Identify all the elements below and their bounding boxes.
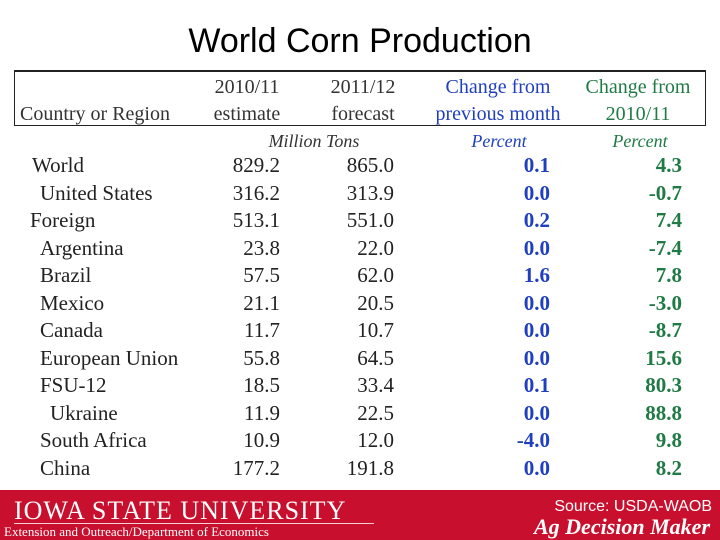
row-name: China	[40, 455, 91, 480]
table-row: Argentina 23.8 22.0 0.0 -7.4	[14, 235, 706, 263]
table-row: Foreign 513.1 551.0 0.2 7.4	[14, 207, 706, 235]
footer-bar: IOWA STATE UNIVERSITY Extension and Outr…	[0, 490, 720, 540]
row-2010: 21.1	[243, 290, 280, 315]
row-name: Canada	[40, 318, 103, 342]
row-2011: 313.9	[346, 180, 394, 205]
units-percent-month: Percent	[471, 131, 527, 151]
row-2010: 10.9	[243, 428, 280, 452]
table-row: Ukraine 11.9 22.5 0.0 88.8	[14, 400, 706, 428]
row-year-change: -0.7	[648, 180, 682, 205]
department-text: Extension and Outreach/Department of Eco…	[4, 524, 269, 539]
table-row: World 829.2 865.0 0.1 4.3	[14, 152, 706, 180]
row-2011: 20.5	[357, 290, 394, 315]
row-2010: 513.1	[232, 208, 280, 232]
header-2011-line1: 2011/12	[330, 76, 396, 98]
row-2010: 23.8	[243, 235, 280, 260]
row-2011: 551.0	[346, 208, 394, 232]
logo-divider	[14, 523, 374, 524]
header-year-change-line1: Change from	[585, 76, 691, 98]
header-2010-line2: estimate	[213, 103, 281, 125]
header-2011-line2: forecast	[331, 103, 395, 125]
units-million-tons: Million Tons	[268, 131, 360, 151]
row-name: European Union	[40, 345, 179, 370]
row-name: FSU-12	[40, 373, 107, 397]
table-row: European Union 55.8 64.5 0.0 15.6	[14, 345, 706, 373]
table-row: FSU-12 18.5 33.4 0.1 80.3	[14, 372, 706, 400]
row-2011: 12.0	[357, 428, 394, 452]
university-logo: IOWA STATE UNIVERSITY	[14, 496, 347, 525]
row-month-change: 0.1	[523, 153, 550, 177]
row-2011: 22.5	[357, 400, 394, 425]
row-2010: 55.8	[243, 345, 280, 370]
row-month-change: 0.0	[523, 400, 550, 425]
row-month-change: 0.0	[523, 290, 550, 315]
brand-logo: Ag Decision Maker	[534, 514, 710, 539]
table-row: Mexico 21.1 20.5 0.0 -3.0	[14, 290, 706, 318]
row-year-change: -3.0	[648, 290, 682, 315]
row-2010: 829.2	[232, 153, 280, 177]
table-row: Canada 11.7 10.7 0.0 -8.7	[14, 317, 706, 345]
row-2011: 62.0	[357, 263, 394, 287]
row-year-change: 15.6	[645, 345, 682, 370]
table-row: China 177.2 191.8 0.0 8.2	[14, 455, 706, 483]
table-right-edge	[705, 70, 706, 126]
row-name: Brazil	[40, 263, 92, 287]
row-year-change: 7.8	[655, 263, 682, 287]
row-year-change: -7.4	[648, 235, 682, 260]
table-row: South Africa 10.9 12.0 -4.0 9.8	[14, 427, 706, 455]
row-2011: 33.4	[357, 373, 394, 397]
row-month-change: -4.0	[516, 428, 550, 452]
row-year-change: -8.7	[648, 318, 682, 342]
row-2011: 10.7	[357, 318, 394, 342]
units-percent-year: Percent	[612, 131, 668, 151]
table-row: Brazil 57.5 62.0 1.6 7.8	[14, 262, 706, 290]
row-2010: 316.2	[232, 180, 280, 205]
row-2011: 191.8	[346, 455, 394, 480]
row-month-change: 1.6	[523, 263, 550, 287]
row-month-change: 0.2	[523, 208, 550, 232]
row-year-change: 4.3	[655, 153, 682, 177]
row-name: Mexico	[40, 290, 105, 315]
row-2010: 177.2	[232, 455, 280, 480]
row-month-change: 0.0	[523, 235, 550, 260]
row-name: Argentina	[40, 235, 124, 260]
source-text: Source: USDA-WAOB	[554, 498, 712, 515]
table-body: World 829.2 865.0 0.1 4.3 United States …	[14, 152, 706, 482]
row-2011: 865.0	[346, 153, 394, 177]
row-month-change: 0.0	[523, 318, 550, 342]
row-2010: 18.5	[243, 373, 280, 397]
row-month-change: 0.0	[523, 345, 550, 370]
row-name: United States	[40, 180, 153, 205]
row-year-change: 9.8	[655, 428, 682, 452]
row-2011: 64.5	[357, 345, 394, 370]
header-month-change-line1: Change from	[445, 76, 551, 98]
row-name: Foreign	[30, 208, 96, 232]
row-year-change: 8.2	[655, 455, 682, 480]
row-month-change: 0.0	[523, 180, 550, 205]
header-rule	[14, 125, 706, 126]
row-year-change: 88.8	[645, 400, 682, 425]
row-name: South Africa	[40, 428, 147, 452]
header-month-change-line2: previous month	[435, 103, 561, 125]
header-year-change-line2: 2010/11	[605, 103, 671, 125]
table-left-edge	[14, 70, 15, 126]
row-name: Ukraine	[50, 400, 118, 425]
slide-title: World Corn Production	[188, 22, 532, 60]
table-row: United States 316.2 313.9 0.0 -0.7	[14, 180, 706, 208]
header-country: Country or Region	[20, 103, 170, 125]
row-year-change: 7.4	[655, 208, 682, 232]
row-2010: 57.5	[243, 263, 280, 287]
table-top-rule	[14, 70, 706, 72]
row-2010: 11.9	[244, 400, 280, 425]
row-month-change: 0.1	[523, 373, 550, 397]
row-year-change: 80.3	[645, 373, 682, 397]
header-2010-line1: 2010/11	[214, 76, 280, 98]
row-month-change: 0.0	[523, 455, 550, 480]
row-2011: 22.0	[357, 235, 394, 260]
row-2010: 11.7	[244, 318, 280, 342]
corn-production-table: Country or Region 2010/11 estimate 2011/…	[14, 70, 706, 480]
row-name: World	[32, 153, 84, 177]
